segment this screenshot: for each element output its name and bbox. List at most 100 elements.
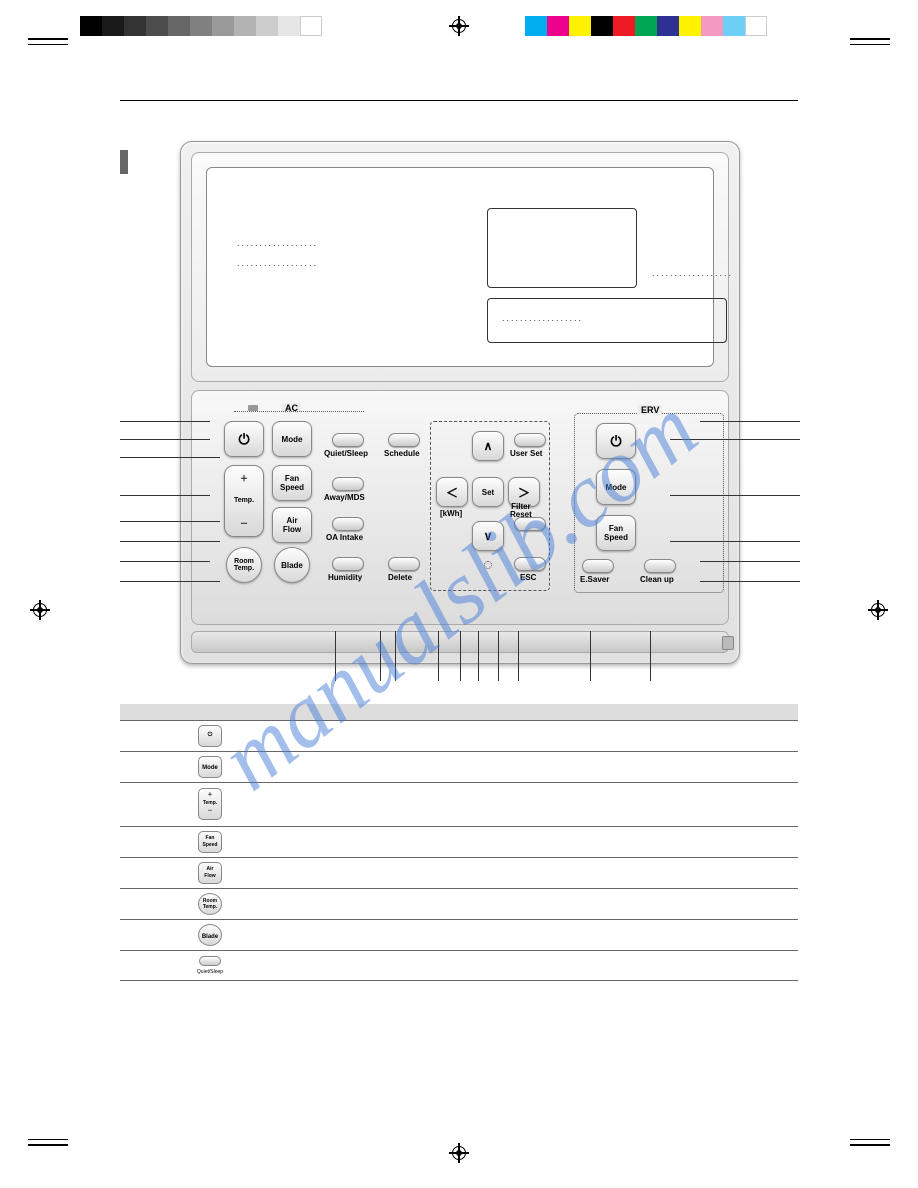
button-description-table: ⏻ Mode ＋Temp.－ FanSpeed AirFlow RoomTemp… [120, 704, 798, 981]
ac-power-button[interactable]: ⏻ [224, 421, 264, 457]
user-set-button[interactable] [514, 433, 546, 447]
esc-button[interactable] [514, 557, 546, 571]
fan-speed-button[interactable]: Fan Speed [272, 465, 312, 501]
lcd-region-1 [487, 208, 637, 288]
button-area: AC ⏻ Mode Quiet/Sleep Schedule ＋ Temp. [204, 409, 716, 606]
table-row: RoomTemp. [120, 888, 798, 919]
hinge-knob [722, 636, 734, 650]
schedule-label: Schedule [384, 449, 420, 458]
temp-label: Temp. [234, 497, 254, 504]
mini-quietsleep-icon [199, 956, 221, 966]
temp-plus: ＋ [240, 473, 248, 484]
delete-label: Delete [388, 573, 412, 582]
callout-line [670, 439, 800, 440]
up-button[interactable]: ∧ [472, 431, 504, 461]
callout-line [670, 541, 800, 542]
temp-button[interactable]: ＋ Temp. － [224, 465, 264, 537]
callout-line [438, 631, 439, 681]
schedule-button[interactable] [388, 433, 420, 447]
callout-line [460, 631, 461, 681]
ac-mode-button[interactable]: Mode [272, 421, 312, 457]
lcd-screen: .................. .................. ..… [206, 167, 714, 367]
crop-mark-tr [850, 38, 890, 45]
esc-label: ESC [520, 573, 536, 582]
oa-intake-label: OA Intake [326, 533, 363, 542]
oa-intake-button[interactable] [332, 517, 364, 531]
table-row: ＋Temp.－ [120, 782, 798, 826]
callout-line [590, 631, 591, 681]
lcd-dots-3: .................. [652, 268, 733, 278]
esaver-label: E.Saver [580, 575, 609, 584]
callout-line [700, 561, 800, 562]
callout-line [650, 631, 651, 681]
mini-fanspeed-icon: FanSpeed [198, 831, 222, 853]
humidity-button[interactable] [332, 557, 364, 571]
callout-line [120, 581, 220, 582]
callout-line [395, 631, 396, 681]
lcd-dots-4: .................. [502, 313, 583, 323]
quiet-sleep-label: Quiet/Sleep [324, 449, 368, 458]
blade-button[interactable]: Blade [274, 547, 310, 583]
esaver-button[interactable] [582, 559, 614, 573]
callout-line [700, 581, 800, 582]
erv-group-label: ERV [638, 405, 662, 415]
cleanup-button[interactable] [644, 559, 676, 573]
callout-line [120, 521, 220, 522]
registration-mark-top [449, 16, 469, 36]
callout-line [335, 631, 336, 681]
callout-line [670, 495, 800, 496]
quiet-sleep-button[interactable] [332, 433, 364, 447]
user-set-label: User Set [510, 449, 542, 458]
callout-line [498, 631, 499, 681]
mini-roomtemp-icon: RoomTemp. [198, 893, 222, 915]
table-row: Blade [120, 919, 798, 950]
mini-blade-icon: Blade [198, 924, 222, 946]
crop-mark-br [850, 1139, 890, 1150]
callout-line [700, 421, 800, 422]
erv-power-button[interactable]: ⏻ [596, 423, 636, 459]
table-row: ⏻ [120, 720, 798, 751]
filter-reset-label: Filter Reset [510, 503, 532, 519]
filter-reset-button[interactable] [514, 517, 546, 531]
th-name [240, 704, 400, 720]
callout-line [120, 421, 210, 422]
callout-line [478, 631, 479, 681]
registration-mark-right [868, 600, 888, 620]
lcd-dots-2: .................. [237, 258, 318, 268]
callout-line [120, 457, 220, 458]
mini-power-icon: ⏻ [198, 725, 222, 747]
callout-line [380, 631, 381, 681]
erv-mode-button[interactable]: Mode [596, 469, 636, 505]
cleanup-label: Clean up [640, 575, 674, 584]
table-row: AirFlow [120, 857, 798, 888]
color-swatches [525, 16, 767, 36]
page-content: .................. .................. ..… [120, 100, 798, 1108]
air-flow-button[interactable]: Air Flow [272, 507, 312, 543]
mini-airflow-icon: AirFlow [198, 862, 222, 884]
away-mds-label: Away/MDS [324, 493, 365, 502]
lcd-dots-1: .................. [237, 238, 318, 248]
registration-mark-left [30, 600, 50, 620]
room-temp-button[interactable]: Room Temp. [226, 547, 262, 583]
table-row: Mode [120, 751, 798, 782]
device-body: .................. .................. ..… [180, 141, 740, 664]
left-button[interactable]: ＜ [436, 477, 468, 507]
away-mds-button[interactable] [332, 477, 364, 491]
down-button[interactable]: ∨ [472, 521, 504, 551]
page-top-rule [120, 100, 798, 101]
device-lcd-panel: .................. .................. ..… [191, 152, 729, 382]
callout-line [120, 439, 210, 440]
crop-mark-bl [28, 1139, 68, 1150]
erv-fan-speed-button[interactable]: Fan Speed [596, 515, 636, 551]
table-row: FanSpeed [120, 826, 798, 857]
humidity-label: Humidity [328, 573, 362, 582]
delete-button[interactable] [388, 557, 420, 571]
temp-minus: － [240, 518, 248, 529]
set-button[interactable]: Set [472, 477, 504, 507]
mini-temp-icon: ＋Temp.－ [198, 788, 222, 820]
callout-line [120, 561, 210, 562]
kwh-label: [kWh] [440, 509, 462, 518]
th-icon [180, 704, 240, 720]
section-marker [120, 150, 128, 174]
registration-mark-bottom [449, 1143, 469, 1163]
